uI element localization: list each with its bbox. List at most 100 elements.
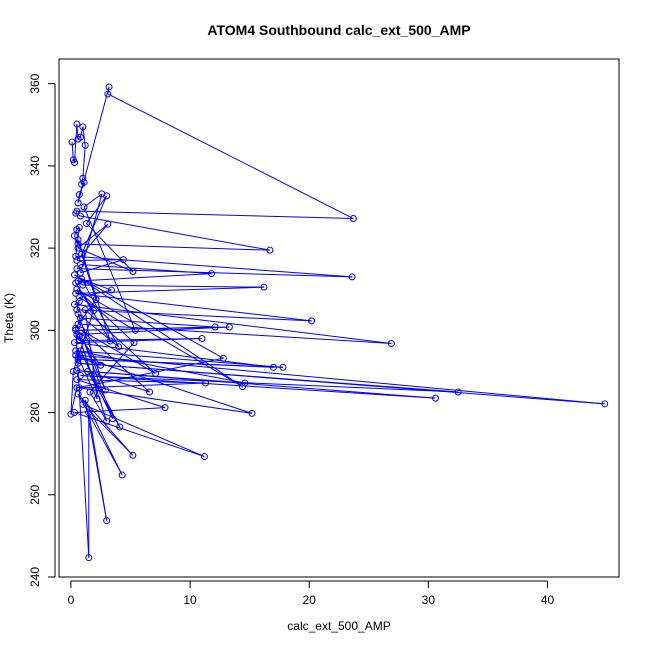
data-point bbox=[101, 386, 109, 394]
series-line-segment bbox=[78, 273, 212, 282]
series-line-segment bbox=[80, 350, 121, 428]
series-line-segment bbox=[75, 326, 230, 331]
data-point bbox=[269, 363, 277, 371]
data-point bbox=[70, 409, 78, 417]
data-point bbox=[387, 339, 395, 347]
data-point bbox=[81, 396, 89, 404]
data-point bbox=[90, 307, 98, 315]
data-point bbox=[161, 404, 169, 412]
series-line-segment bbox=[80, 375, 459, 393]
data-point bbox=[454, 388, 462, 396]
data-point bbox=[72, 324, 80, 332]
y-tick-label: 260 bbox=[28, 484, 42, 504]
series-line-segment bbox=[74, 274, 224, 359]
data-point bbox=[103, 417, 111, 425]
data-point bbox=[79, 335, 87, 343]
data-point bbox=[107, 286, 115, 294]
y-tick-label: 300 bbox=[28, 320, 42, 340]
data-point bbox=[73, 384, 81, 392]
data-point bbox=[82, 219, 90, 227]
x-tick-label: 40 bbox=[541, 593, 555, 607]
data-point bbox=[85, 409, 93, 417]
data-point bbox=[104, 90, 112, 98]
data-point bbox=[74, 199, 82, 207]
data-point bbox=[73, 226, 81, 234]
plot-frame bbox=[58, 58, 620, 578]
data-point bbox=[248, 409, 256, 417]
data-point bbox=[72, 351, 80, 359]
data-point bbox=[70, 300, 78, 308]
series-line-segment bbox=[88, 412, 108, 521]
data-point bbox=[74, 310, 82, 318]
y-tick-label: 240 bbox=[28, 567, 42, 587]
y-tick-label: 320 bbox=[28, 238, 42, 258]
series-line-segment bbox=[107, 86, 110, 95]
series-line-segment bbox=[74, 342, 274, 368]
data-point bbox=[200, 453, 208, 461]
data-point bbox=[103, 517, 111, 525]
data-point bbox=[208, 270, 216, 278]
x-tick-label: 20 bbox=[303, 593, 317, 607]
series-line-segment bbox=[78, 358, 284, 368]
data-point bbox=[73, 265, 81, 273]
y-axis: 240 260 280 300 320 340 360 bbox=[28, 73, 56, 587]
series-points bbox=[67, 83, 609, 562]
series-line-segment bbox=[74, 274, 243, 388]
series-line-segment bbox=[81, 278, 112, 291]
data-point bbox=[74, 353, 82, 361]
data-point bbox=[80, 178, 88, 186]
x-tick-label: 10 bbox=[183, 593, 197, 607]
data-point bbox=[93, 395, 101, 403]
data-point bbox=[266, 246, 274, 254]
series-line-segment bbox=[83, 193, 103, 208]
data-point bbox=[73, 367, 81, 375]
data-point bbox=[76, 261, 84, 269]
series-line-segment bbox=[77, 313, 106, 391]
data-point bbox=[104, 220, 112, 228]
series-line-segment bbox=[82, 145, 86, 179]
series-line-segment bbox=[81, 254, 97, 300]
data-point bbox=[105, 83, 113, 91]
series-line-segment bbox=[80, 215, 270, 251]
series-line-segment bbox=[81, 329, 156, 374]
y-tick-label: 340 bbox=[28, 156, 42, 176]
series-line-segment bbox=[86, 195, 108, 224]
data-point bbox=[74, 236, 82, 244]
data-point bbox=[73, 120, 81, 128]
series-line-segment bbox=[77, 356, 101, 366]
data-point bbox=[98, 190, 106, 198]
data-point bbox=[238, 383, 246, 391]
data-point bbox=[76, 347, 84, 355]
data-point bbox=[78, 275, 86, 283]
series-line-segment bbox=[73, 123, 78, 163]
chart-title: ATOM4 Southbound calc_ext_500_AMP bbox=[207, 22, 470, 38]
series-line-segment bbox=[87, 370, 150, 393]
data-point bbox=[146, 388, 154, 396]
series-line-segment bbox=[74, 412, 205, 458]
series-line-segment bbox=[75, 350, 284, 368]
y-tick-label: 280 bbox=[28, 402, 42, 422]
y-tick-label: 360 bbox=[28, 73, 42, 93]
series-line-segment bbox=[79, 126, 84, 138]
data-point bbox=[72, 289, 80, 297]
series-line-segment bbox=[77, 313, 119, 348]
data-point bbox=[73, 256, 81, 264]
data-point bbox=[601, 400, 609, 408]
series-line-segment bbox=[81, 278, 120, 348]
data-point bbox=[81, 141, 89, 149]
data-point bbox=[349, 215, 357, 223]
data-point bbox=[86, 388, 94, 396]
data-point bbox=[152, 370, 160, 377]
series-line-segment bbox=[75, 210, 78, 214]
data-point bbox=[84, 367, 92, 375]
series-line-segment bbox=[82, 403, 205, 458]
data-point bbox=[78, 250, 86, 258]
series-line-segment bbox=[81, 195, 108, 255]
series-line-segment bbox=[75, 282, 111, 342]
data-point bbox=[76, 133, 84, 141]
series-line-segment bbox=[76, 309, 312, 322]
data-point bbox=[131, 326, 139, 334]
data-point bbox=[348, 273, 356, 281]
data-point bbox=[68, 138, 76, 146]
